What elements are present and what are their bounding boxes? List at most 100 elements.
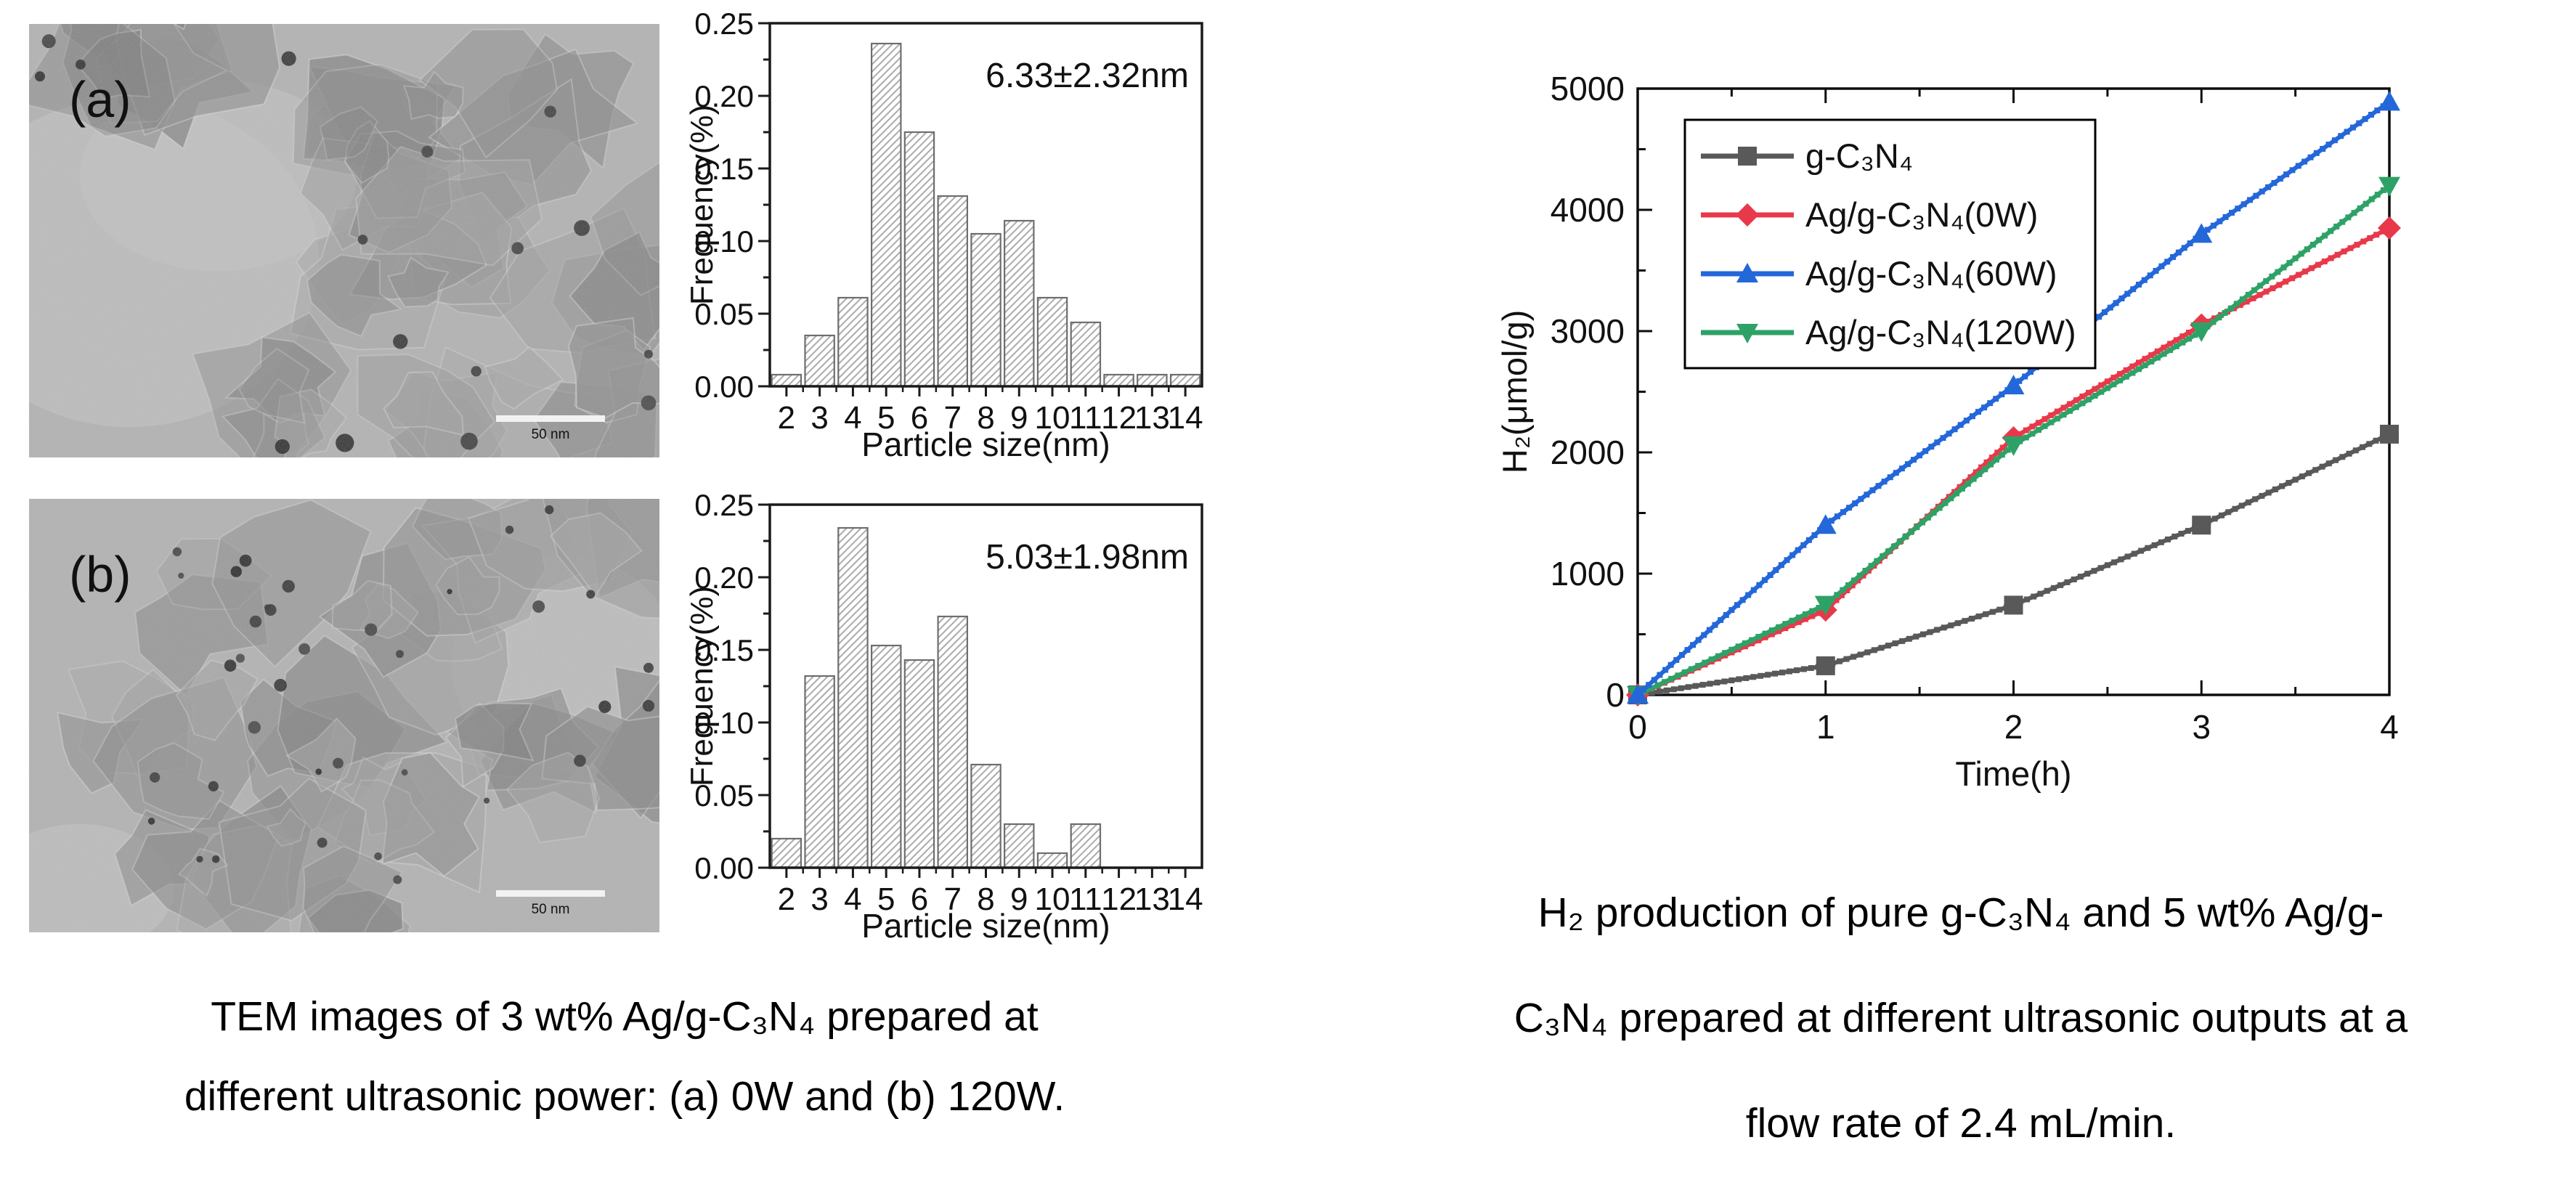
bar-5nm: [871, 644, 902, 869]
legend-label: Ag/g-C₃N₄(60W): [1805, 254, 2057, 293]
x-tick-label: 3: [2192, 708, 2211, 746]
x-tick-label: 4: [844, 400, 861, 436]
bar-9nm: [1004, 219, 1035, 388]
y-tick-label: 5000: [1551, 70, 1625, 107]
x-tick-label: 4: [2380, 708, 2399, 746]
x-axis-title: Time(h): [1955, 754, 2071, 793]
x-tick-label: 7: [943, 881, 961, 917]
tem-grain-overlay: [29, 499, 659, 932]
right-caption-line-2: C₃N₄ prepared at different ultrasonic ou…: [1513, 995, 2408, 1041]
y-axis-title: H₂(μmol/g): [1495, 310, 1534, 474]
bar-9nm: [1004, 823, 1035, 869]
x-tick-label: 2: [778, 881, 795, 917]
scale-bar-label: 50 nm: [532, 902, 570, 917]
y-tick-label: 0.05: [694, 297, 754, 331]
bar-12nm: [1103, 373, 1134, 388]
y-tick-label: 0.10: [694, 706, 754, 740]
series-Ag/g-C₃N₄(60W): [1627, 91, 2400, 704]
x-tick-label: 4: [844, 881, 861, 917]
y-tick-label: 4000: [1551, 191, 1625, 229]
x-tick-label: 1: [1816, 708, 1835, 746]
x-tick-label: 8: [977, 881, 994, 917]
y-tick-label: 0.00: [694, 370, 754, 404]
x-tick-label: 6: [911, 400, 928, 436]
right-caption-line-1: H₂ production of pure g-C₃N₄ and 5 wt% A…: [1537, 889, 2384, 936]
y-tick-label: 2000: [1551, 433, 1625, 471]
y-tick-label: 0.25: [694, 492, 754, 522]
x-tick-label: 6: [911, 881, 928, 917]
bar-3nm: [804, 675, 835, 869]
bar-2nm: [771, 837, 803, 869]
y-tick-label: 0.20: [694, 79, 754, 113]
left-caption-line-1: TEM images of 3 wt% Ag/g-C₃N₄ prepared a…: [211, 993, 1039, 1040]
y-tick-label: 0.05: [694, 778, 754, 813]
right-caption: H₂ production of pure g-C₃N₄ and 5 wt% A…: [1387, 860, 2535, 1176]
legend-entry-Ag/g-C₃N₄(120W): Ag/g-C₃N₄(120W): [1701, 313, 2076, 351]
x-axis-ticks: 0 1 2 3 4: [1628, 89, 2399, 746]
particle-size-histogram-a: 0.00 0.05 0.10 0.15 0.20 0.25 2 3 4 5 6 7 8 9 10111213…: [686, 11, 1203, 463]
x-tick-label: 14: [1168, 881, 1203, 917]
legend-entry-g-C₃N₄: g-C₃N₄: [1701, 137, 1913, 175]
y-tick-label: 0.20: [694, 561, 754, 595]
y-tick-label: 0: [1606, 676, 1625, 714]
x-tick-label: 3: [810, 400, 828, 436]
y-axis-ticks: 0.00 0.05 0.10 0.15 0.20 0.25: [694, 11, 770, 404]
x-tick-label: 13: [1134, 881, 1170, 917]
series-g-C₃N₄: [1628, 424, 2399, 704]
panel-label: (b): [69, 546, 131, 603]
bar-7nm: [937, 195, 969, 388]
scale-bar-label: 50 nm: [532, 427, 570, 442]
bar-14nm: [1169, 373, 1201, 388]
scale-bar: 50 nm: [496, 890, 605, 917]
particle-size-histogram-b: 0.00 0.05 0.10 0.15 0.20 0.25 2 3 4 5 6 7 8 9 10111213…: [686, 492, 1203, 945]
x-tick-label: 9: [1010, 400, 1028, 436]
bar-10nm: [1036, 852, 1068, 869]
x-tick-label: 2: [2004, 708, 2023, 746]
mean-size-annotation: 5.03±1.98nm: [986, 538, 1189, 577]
bar-8nm: [970, 763, 1001, 869]
x-tick-label: 3: [810, 881, 828, 917]
tem-grain-overlay: [29, 24, 659, 457]
bar-10nm: [1036, 296, 1068, 388]
legend-entry-Ag/g-C₃N₄(60W): Ag/g-C₃N₄(60W): [1701, 254, 2057, 293]
legend-label: Ag/g-C₃N₄(120W): [1805, 313, 2076, 351]
y-axis-ticks: 0.00 0.05 0.10 0.15 0.20 0.25: [694, 492, 770, 885]
histogram-bars: [771, 526, 1102, 869]
y-tick-label: 0.15: [694, 633, 754, 667]
left-caption: TEM images of 3 wt% Ag/g-C₃N₄ prepared a…: [22, 977, 1227, 1136]
y-tick-label: 0.00: [694, 851, 754, 885]
y-tick-label: 3000: [1551, 312, 1625, 350]
x-tick-label: 7: [943, 400, 961, 436]
y-tick-label: 0.25: [694, 11, 754, 41]
legend-label: g-C₃N₄: [1805, 137, 1913, 175]
x-tick-label: 12: [1101, 881, 1137, 917]
x-tick-label: 13: [1134, 400, 1170, 436]
legend-label: Ag/g-C₃N₄(0W): [1805, 195, 2038, 234]
panel-label: (a): [69, 71, 131, 128]
bar-11nm: [1070, 823, 1102, 869]
x-tick-label: 0: [1628, 708, 1647, 746]
x-tick-label: 10: [1035, 400, 1070, 436]
bar-6nm: [903, 659, 935, 869]
x-tick-label: 12: [1101, 400, 1137, 436]
x-tick-label: 11: [1069, 881, 1102, 917]
bar-7nm: [937, 615, 969, 869]
histogram-bars: [771, 42, 1201, 388]
h2-production-line-chart: 0 1000 2000 3000 4000 5000 0 1 2 3 4 Time(h) H₂(μmol…: [1495, 70, 2401, 793]
bar-4nm: [837, 296, 869, 388]
y-tick-label: 0.15: [694, 152, 754, 186]
y-axis-ticks: 0 1000 2000 3000 4000 5000: [1551, 70, 1652, 714]
tem-micrograph-b: (b) 50 nm: [29, 499, 659, 932]
y-axis-title: Frequency(%): [686, 105, 720, 305]
legend-entry-Ag/g-C₃N₄(0W): Ag/g-C₃N₄(0W): [1701, 195, 2038, 234]
x-axis-title: Particle size(nm): [861, 907, 1110, 945]
bar-3nm: [804, 334, 835, 388]
legend: g-C₃N₄ Ag/g-C₃N₄(0W) Ag/g-C₃N₄(60W) Ag/g-C₃…: [1683, 118, 2097, 370]
bar-6nm: [903, 131, 935, 388]
x-tick-label: 2: [778, 400, 795, 436]
x-tick-label: 10: [1035, 881, 1070, 917]
series-Ag/g-C₃N₄(120W): [1627, 176, 2400, 706]
x-tick-label: 11: [1069, 400, 1102, 436]
